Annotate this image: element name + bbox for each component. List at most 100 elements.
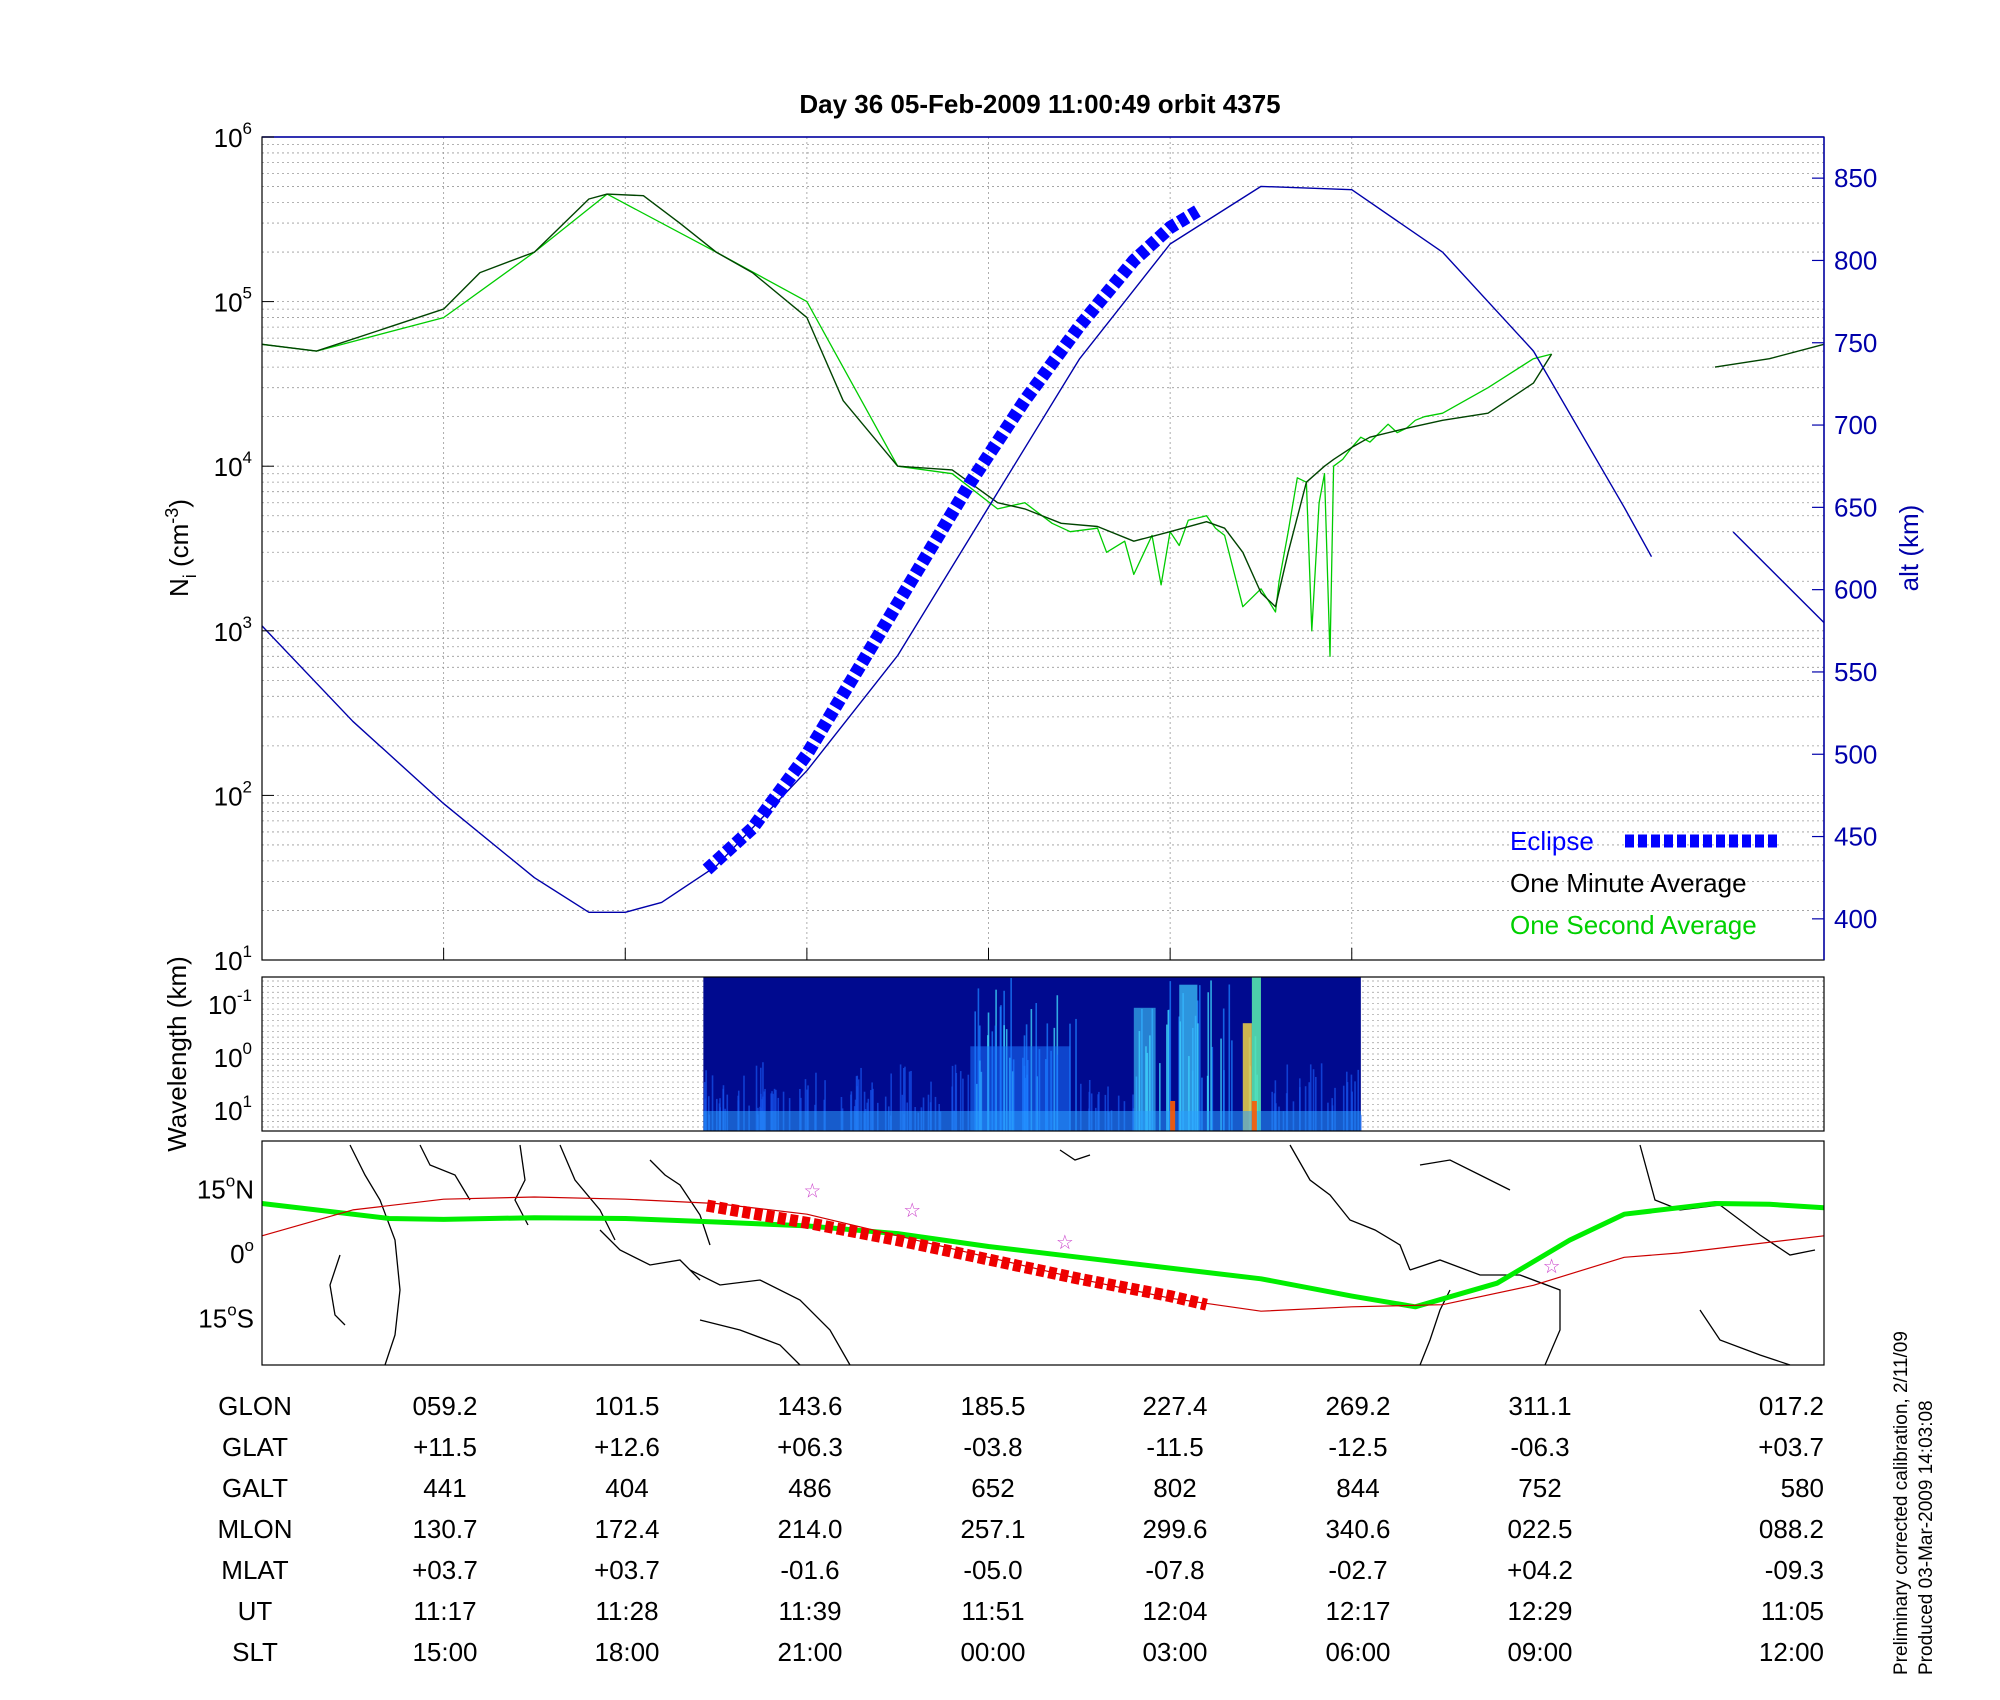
spectro-streak bbox=[1304, 1086, 1307, 1131]
spectro-hot bbox=[1179, 984, 1198, 1131]
spectro-streak bbox=[1080, 1083, 1082, 1131]
spectrogram bbox=[703, 977, 1362, 1131]
spectro-streak bbox=[1220, 1038, 1222, 1131]
coastline bbox=[689, 1269, 851, 1366]
spectro-streak bbox=[1197, 1023, 1199, 1131]
table-cell: 12:04 bbox=[1142, 1596, 1207, 1626]
spectro-streak bbox=[1228, 984, 1231, 1131]
lat-deg: o bbox=[245, 1236, 254, 1255]
table-cell: +06.3 bbox=[777, 1432, 843, 1462]
spectro-streak bbox=[857, 1079, 860, 1131]
spectro-streak bbox=[807, 1085, 809, 1131]
coastline bbox=[1409, 1259, 1561, 1366]
series-eclipse bbox=[702, 205, 1201, 875]
coastline bbox=[1059, 1149, 1091, 1161]
table-cell: 130.7 bbox=[412, 1514, 477, 1544]
table-cell: 088.2 bbox=[1759, 1514, 1824, 1544]
table-row-label: MLON bbox=[217, 1514, 292, 1544]
spectro-red bbox=[1251, 1101, 1257, 1131]
lat-tick-label: 0o bbox=[230, 1236, 254, 1269]
alt-tick-label: 650 bbox=[1834, 492, 1877, 522]
table-cell: 172.4 bbox=[594, 1514, 659, 1544]
coastline bbox=[349, 1144, 401, 1366]
lat-hemi: S bbox=[237, 1304, 254, 1334]
table-cell: -01.6 bbox=[780, 1555, 839, 1585]
spectro-streak bbox=[1342, 1085, 1345, 1131]
y2-axis-label: alt (km) bbox=[1894, 505, 1924, 592]
table-row-label: UT bbox=[238, 1596, 273, 1626]
table-cell: 486 bbox=[788, 1473, 831, 1503]
y-tick-label: 105 bbox=[214, 284, 252, 318]
coastline bbox=[1419, 1159, 1511, 1191]
y-tick-base: 10 bbox=[214, 288, 243, 318]
y-axis-label: Ni (cm-3) bbox=[162, 499, 200, 597]
spectro-streak bbox=[1167, 1010, 1170, 1131]
lat-deg: o bbox=[227, 1301, 236, 1320]
spectro-streak bbox=[967, 1074, 970, 1131]
spectro-streak bbox=[1169, 981, 1172, 1131]
table-cell: 143.6 bbox=[777, 1391, 842, 1421]
series-one-minute-average-2 bbox=[1714, 343, 1825, 368]
y-tick-base: 10 bbox=[214, 781, 243, 811]
spectro-streak bbox=[1299, 1078, 1301, 1131]
map-frame bbox=[261, 1140, 1825, 1366]
table-cell: 11:39 bbox=[778, 1596, 841, 1626]
mid-tick-exp: 1 bbox=[243, 1092, 252, 1111]
spectro-hot bbox=[1133, 1007, 1156, 1131]
table-cell: 022.5 bbox=[1507, 1514, 1572, 1544]
table-cell: 12:17 bbox=[1325, 1596, 1390, 1626]
mid-tick-base: 10 bbox=[214, 1096, 243, 1126]
lat-tick-label: 15oS bbox=[198, 1301, 254, 1334]
table-cell: 101.5 bbox=[594, 1391, 659, 1421]
spectro-streak bbox=[1211, 1046, 1214, 1131]
table-cell: 11:17 bbox=[413, 1596, 476, 1626]
table-cell: -11.5 bbox=[1146, 1432, 1203, 1462]
table-row-label: GLAT bbox=[222, 1432, 288, 1462]
table-cell: 11:28 bbox=[595, 1596, 658, 1626]
coastline bbox=[1699, 1309, 1791, 1366]
table-row-label: GLON bbox=[218, 1391, 292, 1421]
table-row-label: SLT bbox=[232, 1637, 278, 1667]
table-cell: 11:05 bbox=[1761, 1596, 1824, 1626]
alt-tick-label: 600 bbox=[1834, 575, 1877, 605]
mid-tick-base: 10 bbox=[214, 1043, 243, 1073]
spectro-streak bbox=[824, 1080, 826, 1131]
spectro-streak bbox=[1210, 980, 1212, 1131]
spectro-streak bbox=[871, 1082, 873, 1131]
mid-tick-label: 100 bbox=[214, 1039, 252, 1073]
spectro-base bbox=[703, 1111, 1361, 1131]
table-cell: 340.6 bbox=[1325, 1514, 1390, 1544]
legend-eclipse: Eclipse bbox=[1510, 826, 1594, 856]
table-cell: -09.3 bbox=[1765, 1555, 1824, 1585]
spectro-streak bbox=[722, 1085, 725, 1131]
coastline bbox=[599, 1229, 701, 1281]
coastline bbox=[649, 1159, 711, 1246]
table-cell: 185.5 bbox=[960, 1391, 1025, 1421]
spectro-streak bbox=[1207, 992, 1210, 1131]
alt-tick-label: 450 bbox=[1834, 822, 1877, 852]
y-tick-base: 10 bbox=[214, 452, 243, 482]
table-cell: -12.5 bbox=[1328, 1432, 1387, 1462]
spectro-streak bbox=[1178, 1016, 1180, 1131]
series-one-second-average bbox=[261, 193, 1552, 657]
alt-ticks: 400 450 500 550 600 650 700 750 800 850 bbox=[1812, 163, 1877, 934]
spectro-red bbox=[1170, 1101, 1176, 1131]
table-cell: 227.4 bbox=[1142, 1391, 1207, 1421]
coastline bbox=[559, 1144, 616, 1241]
alt-tick-label: 750 bbox=[1834, 328, 1877, 358]
top-grid bbox=[262, 137, 1824, 961]
mid-tick-exp: -1 bbox=[237, 986, 252, 1005]
coastline bbox=[1289, 1144, 1411, 1271]
spectro-streak bbox=[951, 1065, 954, 1131]
wavelength-label: Wavelength (km) bbox=[162, 956, 192, 1152]
spectro-streak bbox=[1159, 1063, 1161, 1131]
top-series bbox=[261, 185, 1825, 913]
coastline bbox=[699, 1319, 801, 1366]
spectro-streak bbox=[773, 1088, 776, 1131]
table-cell: +12.6 bbox=[594, 1432, 660, 1462]
legend-one-minute: One Minute Average bbox=[1510, 868, 1747, 898]
legend-one-second: One Second Average bbox=[1510, 910, 1757, 940]
spectro-streak bbox=[799, 1088, 801, 1131]
series-alt-2 bbox=[1732, 531, 1825, 624]
spectro-streak bbox=[1088, 1079, 1091, 1131]
